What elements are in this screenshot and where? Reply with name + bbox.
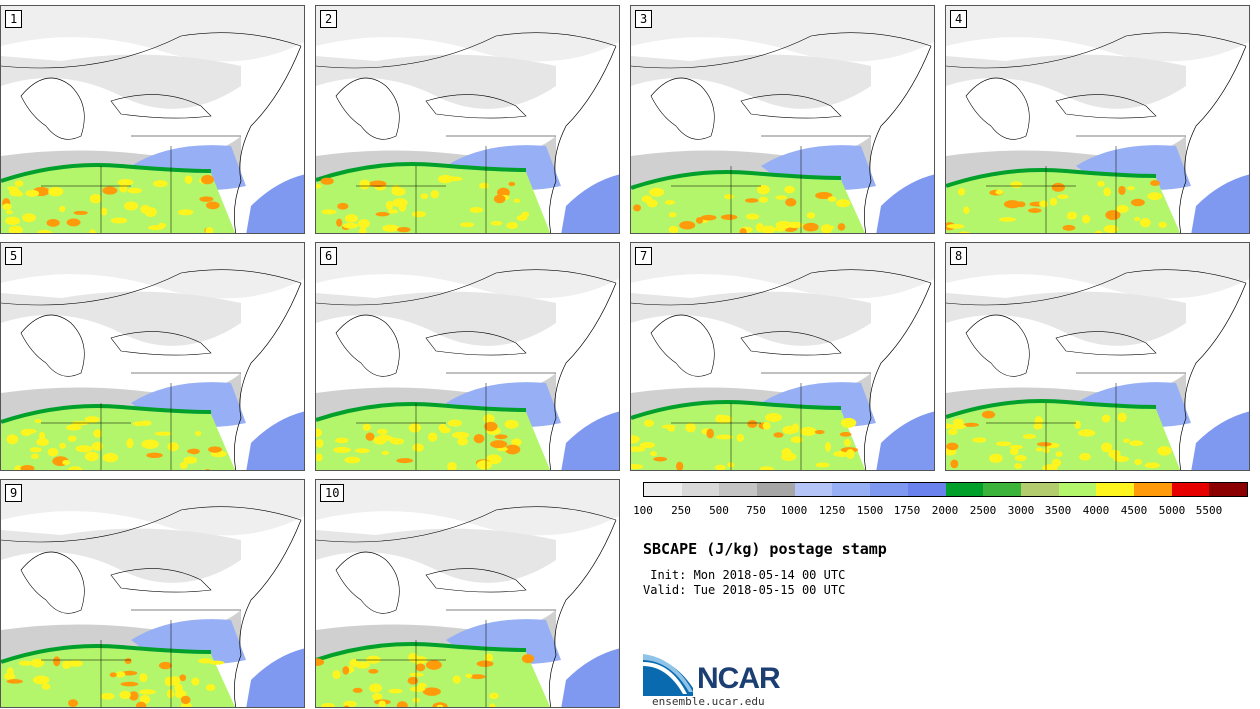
ncar-logo-icon (643, 654, 693, 696)
colorbar-tick: 4000 (1082, 504, 1110, 517)
colorbar-swatch (832, 483, 871, 496)
sbcape-map (946, 6, 1249, 233)
member-number: 7 (635, 247, 653, 265)
colorbar-tick: 3500 (1044, 504, 1072, 517)
member-panel-7: 7 (630, 242, 935, 471)
init-time: Init: Mon 2018-05-14 00 UTC (643, 568, 846, 582)
colorbar-tick: 1000 (780, 504, 808, 517)
member-panel-3: 3 (630, 5, 935, 234)
sbcape-map (1, 480, 304, 707)
sbcape-map (631, 6, 934, 233)
colorbar-tick: 4500 (1120, 504, 1148, 517)
sbcape-map (1, 243, 304, 470)
colorbar-swatch (907, 483, 946, 496)
sbcape-map (316, 6, 619, 233)
colorbar-swatch (719, 483, 758, 496)
colorbar-tick: 100 (633, 504, 653, 517)
colorbar-swatch (1058, 483, 1097, 496)
colorbar-swatch (794, 483, 833, 496)
colorbar-swatch (1096, 483, 1134, 496)
sbcape-map (1, 6, 304, 233)
colorbar-swatch (945, 483, 984, 496)
member-number: 2 (320, 10, 338, 28)
valid-time: Valid: Tue 2018-05-15 00 UTC (643, 583, 846, 597)
colorbar-swatch (1133, 483, 1172, 496)
member-number: 3 (635, 10, 653, 28)
colorbar-swatch (1171, 483, 1210, 496)
sbcape-map (946, 243, 1249, 470)
sbcape-map (631, 243, 934, 470)
member-number: 8 (950, 247, 968, 265)
colorbar-tick: 2000 (931, 504, 959, 517)
sbcape-map (316, 243, 619, 470)
member-number: 9 (5, 484, 23, 502)
member-panel-9: 9 (0, 479, 305, 708)
sbcape-map (316, 480, 619, 707)
colorbar (643, 482, 1248, 497)
colorbar-swatch (870, 483, 908, 496)
colorbar-swatch (983, 483, 1021, 496)
colorbar-tick: 3000 (1007, 504, 1035, 517)
colorbar-tick: 500 (709, 504, 729, 517)
member-panel-4: 4 (945, 5, 1250, 234)
colorbar-tick: 750 (746, 504, 766, 517)
site-url: ensemble.ucar.edu (652, 695, 765, 708)
colorbar-tick: 1250 (818, 504, 846, 517)
member-number: 1 (5, 10, 23, 28)
member-panel-6: 6 (315, 242, 620, 471)
member-number: 4 (950, 10, 968, 28)
colorbar-swatch (681, 483, 720, 496)
colorbar-tick: 2500 (969, 504, 997, 517)
plot-title: SBCAPE (J/kg) postage stamp (643, 540, 887, 558)
ncar-wordmark: NCAR (697, 662, 781, 695)
member-number: 6 (320, 247, 338, 265)
member-panel-1: 1 (0, 5, 305, 234)
member-panel-5: 5 (0, 242, 305, 471)
colorbar-swatch (1020, 483, 1059, 496)
colorbar-tick: 250 (671, 504, 691, 517)
member-panel-8: 8 (945, 242, 1250, 471)
colorbar-tick: 5000 (1158, 504, 1186, 517)
member-panel-2: 2 (315, 5, 620, 234)
colorbar-tick: 5500 (1195, 504, 1223, 517)
colorbar-swatch (644, 483, 682, 496)
colorbar-tick: 1500 (856, 504, 884, 517)
colorbar-tick: 1750 (893, 504, 921, 517)
member-number: 10 (320, 484, 345, 502)
colorbar-swatch (757, 483, 795, 496)
colorbar-swatch (1209, 483, 1247, 496)
member-panel-10: 10 (315, 479, 620, 708)
member-number: 5 (5, 247, 23, 265)
